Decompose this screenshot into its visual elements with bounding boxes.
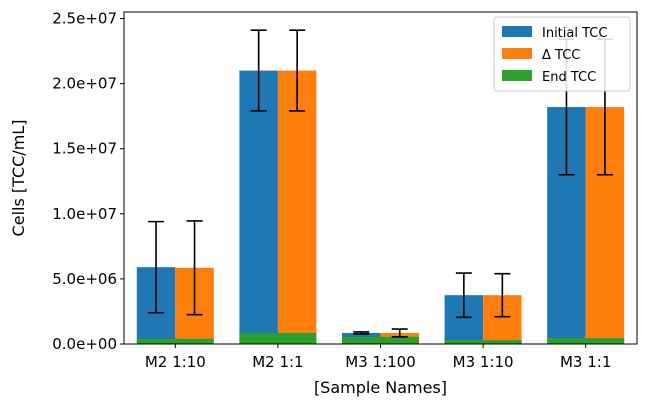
error-bar-delta-2 — [391, 328, 408, 338]
x-tick-label-0: M2 1:10 — [145, 353, 206, 371]
error-bar-delta-0 — [186, 220, 203, 316]
legend-swatch-2 — [502, 70, 532, 81]
y-tick-label-5: 2.5e+07 — [52, 10, 117, 28]
bar-end-tcc-base-2 — [380, 336, 419, 344]
x-axis-label: [Sample Names] — [314, 378, 447, 397]
error-bar-delta-1 — [289, 29, 306, 112]
y-tick-label-3: 1.5e+07 — [52, 140, 117, 158]
legend-label-1: Δ TCC — [542, 48, 580, 63]
x-tick-label-3: M3 1:10 — [453, 353, 514, 371]
legend-label-2: End TCC — [542, 70, 596, 85]
legend-swatch-1 — [502, 48, 532, 59]
bar-end-tcc-base-0 — [175, 338, 214, 344]
bar-tcc-1 — [277, 70, 317, 345]
error-bar-initial-0 — [148, 220, 165, 314]
bar-end-tcc-1 — [239, 332, 278, 344]
bar-end-tcc-base-4 — [585, 338, 625, 344]
y-tick-label-2: 1.0e+07 — [52, 205, 117, 223]
x-axis: M2 1:10 M2 1:1 M3 1:100 M3 1:10 M3 1:1 — [145, 344, 611, 371]
error-bar-initial-3 — [455, 272, 472, 319]
y-tick-label-1: 5.0e+06 — [52, 270, 117, 288]
legend-label-0: Initial TCC — [542, 26, 607, 41]
bar-initial-tcc-1 — [239, 70, 278, 345]
y-axis: 0.0e+00 5.0e+06 1.0e+07 1.5e+07 2.0e+07 2.5e+… — [52, 10, 124, 353]
error-bar-delta-3 — [494, 272, 511, 318]
y-tick-label-0: 0.0e+00 — [52, 335, 117, 353]
bar-end-tcc-4 — [547, 338, 586, 344]
bar-end-tcc-0 — [136, 338, 176, 344]
bar-end-tcc-base-1 — [277, 332, 317, 344]
x-tick-label-4: M3 1:1 — [560, 353, 611, 371]
legend-swatch-0 — [502, 26, 532, 37]
y-axis-label: Cells [TCC/mL] — [9, 120, 28, 237]
error-bar-initial-2 — [353, 331, 370, 335]
bar-end-tcc-base-3 — [483, 340, 522, 344]
y-tick-label-4: 2.0e+07 — [52, 75, 117, 93]
x-tick-label-1: M2 1:1 — [252, 353, 303, 371]
bar-end-tcc-3 — [444, 340, 484, 344]
bars-layer — [136, 70, 625, 345]
legend: Initial TCC Δ TCC End TCC — [493, 16, 631, 92]
bar-end-tcc-2 — [342, 336, 381, 344]
error-bar-initial-1 — [250, 29, 267, 112]
x-tick-label-2: M3 1:100 — [345, 353, 415, 371]
